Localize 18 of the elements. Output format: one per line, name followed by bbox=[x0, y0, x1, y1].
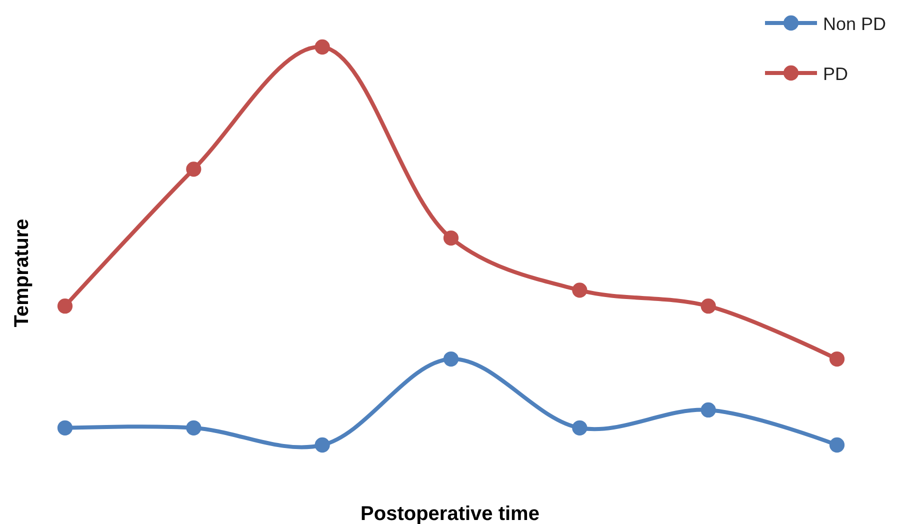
point bbox=[314, 39, 330, 55]
point bbox=[572, 282, 588, 298]
point bbox=[700, 402, 716, 418]
point bbox=[314, 437, 330, 453]
point bbox=[186, 420, 202, 436]
point bbox=[186, 162, 202, 177]
point bbox=[829, 351, 845, 367]
point bbox=[443, 351, 459, 367]
point bbox=[572, 420, 588, 436]
point bbox=[700, 298, 716, 314]
x-axis-title: Postoperative time bbox=[360, 503, 540, 524]
point bbox=[57, 420, 73, 436]
point bbox=[443, 230, 459, 246]
point bbox=[57, 298, 73, 314]
legend-label: PD bbox=[823, 64, 848, 84]
legend-label: Non PD bbox=[823, 14, 886, 34]
y-axis-title: Temprature bbox=[11, 218, 33, 328]
point bbox=[829, 437, 845, 453]
